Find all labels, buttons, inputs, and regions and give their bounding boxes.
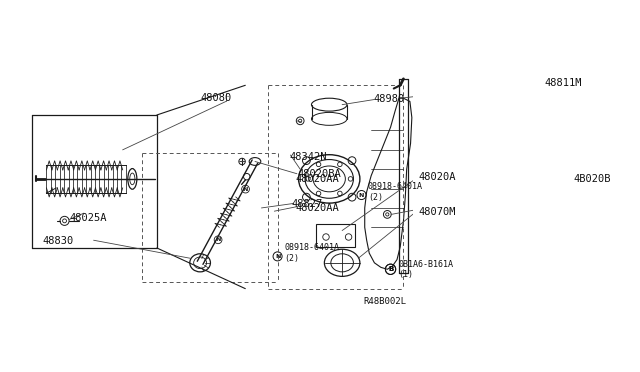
Text: 48342N: 48342N bbox=[289, 152, 326, 162]
Text: 0B1A6-B161A
(1): 0B1A6-B161A (1) bbox=[398, 260, 453, 279]
Text: 48020BA: 48020BA bbox=[297, 169, 340, 179]
Text: 48020AA: 48020AA bbox=[296, 174, 339, 184]
Text: 08918-6401A
(2): 08918-6401A (2) bbox=[284, 243, 339, 263]
Text: 48980: 48980 bbox=[373, 94, 404, 104]
Text: 48020AA: 48020AA bbox=[296, 203, 339, 214]
Text: N: N bbox=[359, 193, 364, 198]
Text: 48020A: 48020A bbox=[419, 173, 456, 182]
Text: N: N bbox=[243, 187, 248, 192]
Text: B: B bbox=[388, 266, 393, 272]
Text: 4B020B: 4B020B bbox=[573, 174, 611, 185]
Text: 48830: 48830 bbox=[42, 236, 73, 246]
Text: 48080: 48080 bbox=[200, 93, 232, 103]
Text: 48811M: 48811M bbox=[544, 77, 582, 87]
Text: 48025A: 48025A bbox=[70, 213, 108, 223]
Text: 48827: 48827 bbox=[292, 199, 323, 209]
Text: B: B bbox=[388, 266, 393, 272]
Text: 48070M: 48070M bbox=[419, 207, 456, 217]
Bar bbox=[316, 224, 355, 247]
Text: N: N bbox=[275, 254, 280, 259]
Text: R48B002L: R48B002L bbox=[364, 297, 406, 306]
Text: N: N bbox=[216, 237, 221, 242]
Text: 08918-6401A
(2): 08918-6401A (2) bbox=[368, 182, 423, 202]
